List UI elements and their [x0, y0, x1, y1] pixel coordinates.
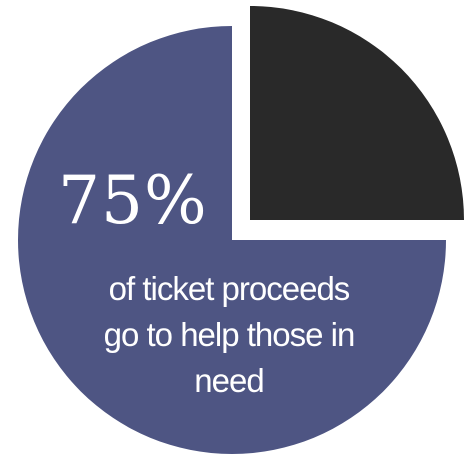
pie-slice-main [18, 26, 446, 454]
pie-slice-exploded [250, 6, 464, 220]
caption-text: of ticket proceeds go to help those in n… [103, 270, 356, 399]
percent-label: 75% [58, 162, 208, 239]
